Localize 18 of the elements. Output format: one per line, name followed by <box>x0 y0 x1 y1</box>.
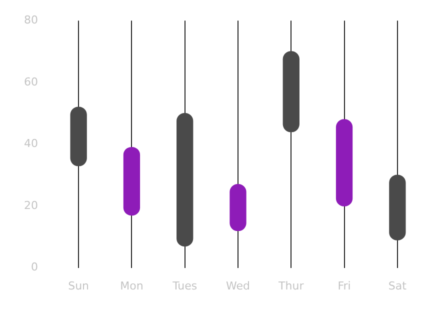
bar <box>176 112 194 246</box>
bar <box>336 119 353 206</box>
x-tick-label: Tues <box>172 279 198 292</box>
y-tick-label: 0 <box>30 260 38 274</box>
bar <box>389 174 406 240</box>
bar <box>123 146 140 216</box>
y-tick-label: 20 <box>24 198 38 212</box>
y-tick-label: 60 <box>24 75 38 88</box>
x-tick-label: Fri <box>338 279 351 292</box>
y-tick-label: 80 <box>24 13 38 26</box>
x-tick-label: Wed <box>226 279 250 292</box>
x-tick-label: Thur <box>278 279 304 292</box>
bar <box>70 106 87 166</box>
y-tick-label: 40 <box>24 137 38 150</box>
x-tick-label: Mon <box>120 279 144 292</box>
x-tick-label: Sun <box>68 279 90 292</box>
x-tick-label: Sat <box>388 279 408 292</box>
bar <box>282 51 300 132</box>
